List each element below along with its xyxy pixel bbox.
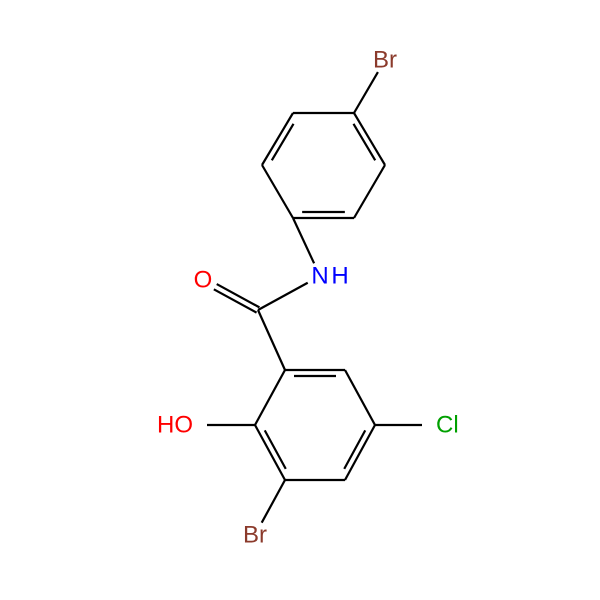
atom-cl: Cl <box>436 412 459 439</box>
atom-o_dbl: O <box>194 267 213 294</box>
atom-n: N <box>311 263 328 290</box>
atom-n-h: H <box>331 263 348 290</box>
atom-o_oh: HO <box>157 412 193 439</box>
atom-br_bot: Br <box>243 522 267 549</box>
molecule-diagram: BrNHOHOBrCl <box>0 0 600 600</box>
atom-br_top: Br <box>373 47 397 74</box>
